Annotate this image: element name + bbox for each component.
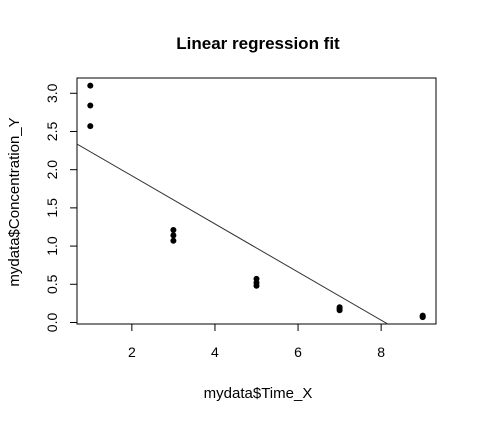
y-tick-label: 3.0	[44, 83, 60, 103]
y-tick-label: 2.0	[44, 160, 60, 180]
y-tick-label: 0.0	[44, 313, 60, 333]
y-tick-label: 0.5	[44, 274, 60, 294]
y-tick-label: 2.5	[44, 122, 60, 142]
regression-line	[77, 143, 389, 324]
fit-line-layer	[77, 143, 389, 324]
x-axis: 2 4 6 8	[128, 323, 385, 360]
y-axis: 0.0 0.5 1.0 1.5 2.0 2.5 3.0	[44, 83, 78, 333]
data-point	[419, 314, 426, 321]
x-axis-label: mydata$Time_X	[204, 385, 313, 402]
data-point	[87, 102, 94, 109]
data-point	[170, 227, 177, 234]
data-point	[87, 123, 94, 130]
data-point	[87, 82, 94, 89]
x-tick-label: 8	[377, 344, 385, 360]
y-tick-label: 1.5	[44, 198, 60, 218]
x-tick-label: 2	[128, 344, 136, 360]
x-tick-label: 6	[294, 344, 302, 360]
data-point	[336, 307, 343, 314]
x-tick-label: 4	[211, 344, 219, 360]
y-tick-label: 1.0	[44, 236, 60, 256]
chart-title: Linear regression fit	[176, 34, 340, 53]
data-points	[87, 82, 426, 321]
data-point	[170, 232, 177, 239]
y-axis-label: mydata$Concentration_Y	[6, 117, 23, 286]
data-point	[170, 237, 177, 244]
data-point	[253, 282, 260, 289]
